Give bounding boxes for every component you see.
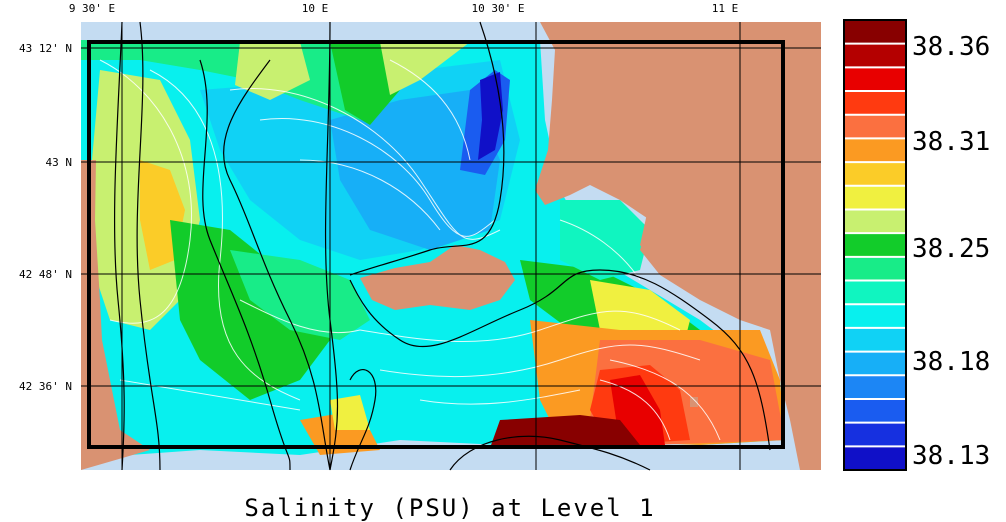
contour-line (119, 379, 301, 411)
lon-label-11e: 11 E (712, 2, 739, 15)
map-title: Salinity (PSU) at Level 1 (244, 494, 655, 522)
land-coastal-peninsula (640, 200, 710, 275)
map-panel (81, 21, 821, 471)
salinity-region-maroon (490, 415, 640, 448)
salinity-region-green-west (170, 220, 330, 400)
salinity-field (81, 40, 785, 455)
salinity-region-yellow-green-north (235, 42, 310, 100)
colorbar-swatch (844, 422, 906, 447)
salinity-region-green-north (81, 40, 380, 120)
land-small-islet (690, 397, 698, 407)
contour-line (419, 389, 581, 405)
lon-label-10e: 10 E (302, 2, 329, 15)
isobath-line (222, 59, 331, 471)
lat-label-42-48n: 42 48' N (19, 268, 72, 281)
colorbar-swatch (844, 43, 906, 68)
colorbar-swatch (844, 114, 906, 139)
longitude-labels: 9 30' E 10 E 10 30' E 11 E (69, 2, 738, 15)
contour-line (559, 219, 641, 281)
colorbar-swatch (844, 185, 906, 210)
isobath-line (199, 59, 291, 471)
land-areas (81, 22, 821, 470)
contour-line (379, 344, 701, 378)
contour-line (359, 310, 681, 343)
latitude-labels: 43 12' N 43 N 42 48' N 42 36' N (19, 42, 72, 393)
lat-label-43n: 43 N (46, 156, 73, 169)
salinity-contours (99, 59, 721, 441)
colorbar-label: 38.31 (912, 127, 990, 157)
colorbar-labels: 38.36 38.31 38.25 38.18 38.13 (912, 32, 990, 471)
colorbar-swatch (844, 351, 906, 376)
contour-line (389, 59, 471, 161)
lon-label-10-30e: 10 30' E (472, 2, 525, 15)
contour-line (149, 69, 301, 401)
isobath-line (324, 21, 339, 471)
land-west-coast (81, 160, 150, 470)
colorbar-swatch (844, 398, 906, 423)
contour-line (259, 118, 496, 237)
isobath-line (349, 269, 771, 451)
colorbar-swatch (844, 67, 906, 92)
contour-line (239, 299, 361, 334)
colorbar-swatch (844, 233, 906, 257)
salinity-colorbar (843, 19, 907, 471)
colorbar-swatch (844, 446, 906, 470)
isobath-line (113, 21, 125, 471)
model-domain-box (87, 40, 785, 449)
lat-label-42-36n: 42 36' N (19, 380, 72, 393)
bathymetry-contours (113, 21, 771, 471)
isobath-line (136, 21, 161, 471)
colorbar-swatch (844, 138, 906, 163)
colorbar-label-min: 38.13 (912, 441, 990, 471)
colorbar-swatch (844, 280, 906, 305)
colorbar-swatch (844, 91, 906, 115)
salinity-region-darkest-blue (478, 72, 503, 160)
colorbar-frame (843, 19, 907, 471)
salinity-region-yellow-green-northeast (380, 42, 470, 95)
contour-line (99, 59, 192, 324)
colorbar-label-max: 38.36 (912, 32, 990, 62)
colorbar-swatch (844, 327, 906, 352)
lat-label-43-12n: 43 12' N (19, 42, 72, 55)
colorbar-swatch (844, 256, 906, 281)
colorbar-swatch (844, 209, 906, 234)
contour-line (609, 359, 721, 441)
contour-line (229, 88, 501, 240)
salinity-region-mint-east (560, 200, 650, 280)
isobath-line (349, 21, 505, 276)
colorbar-swatch (844, 20, 906, 44)
contour-line (599, 379, 671, 441)
colorbar-swatch (844, 375, 906, 399)
colorbar-label: 38.18 (912, 347, 990, 377)
colorbar-swatch (844, 162, 906, 186)
contour-line (299, 159, 441, 231)
salinity-region-green-center (230, 250, 370, 340)
lon-label-9-30e: 9 30' E (69, 2, 115, 15)
graticule (81, 22, 821, 470)
isobath-line (449, 435, 651, 471)
colorbar-swatch (844, 304, 906, 328)
salinity-region-yellow-south (330, 395, 370, 430)
land-elba-island (360, 245, 515, 310)
colorbar-label: 38.25 (912, 234, 990, 264)
